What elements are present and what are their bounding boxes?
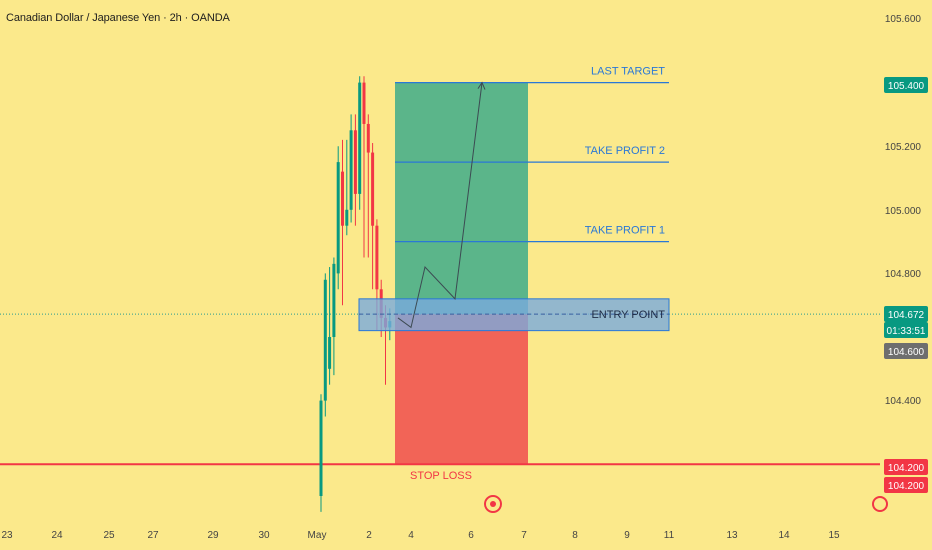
stop-zone bbox=[395, 314, 528, 465]
x-axis-tick: 4 bbox=[408, 530, 414, 541]
x-axis-tick: 29 bbox=[207, 530, 219, 541]
stop-loss-label: STOP LOSS bbox=[410, 470, 472, 482]
event-marker-dot-icon bbox=[490, 501, 496, 507]
price-badge bbox=[884, 343, 928, 359]
candle[interactable] bbox=[345, 209, 349, 226]
x-axis-tick: 9 bbox=[624, 530, 630, 541]
candle[interactable] bbox=[371, 152, 375, 226]
level-label: TAKE PROFIT 2 bbox=[585, 145, 665, 157]
x-axis-tick: May bbox=[308, 530, 327, 541]
level-label: TAKE PROFIT 1 bbox=[585, 225, 665, 237]
price-badge bbox=[884, 306, 928, 322]
candle[interactable] bbox=[328, 337, 332, 369]
level-label: ENTRY POINT bbox=[591, 309, 665, 321]
price-badge bbox=[884, 322, 928, 338]
event-marker-icon[interactable] bbox=[872, 496, 888, 512]
price-badge bbox=[884, 459, 928, 475]
x-axis-tick: 25 bbox=[103, 530, 115, 541]
candle[interactable] bbox=[375, 225, 379, 290]
y-axis-tick: 104.400 bbox=[885, 396, 922, 407]
x-axis-tick: 13 bbox=[726, 530, 738, 541]
x-axis-tick: 6 bbox=[468, 530, 474, 541]
y-axis-tick: 105.000 bbox=[885, 206, 922, 217]
candle[interactable] bbox=[319, 400, 323, 496]
entry-zone[interactable] bbox=[358, 298, 670, 332]
projection-arrowhead bbox=[477, 81, 486, 90]
x-axis-tick: 23 bbox=[1, 530, 13, 541]
price-badge bbox=[884, 77, 928, 93]
target-zone bbox=[395, 82, 528, 315]
x-axis-tick: 2 bbox=[366, 530, 372, 541]
x-axis-tick: 14 bbox=[778, 530, 790, 541]
y-axis-tick: 105.200 bbox=[885, 142, 922, 153]
price-badge-label: 105.400 bbox=[888, 81, 925, 92]
x-axis-tick: 30 bbox=[258, 530, 270, 541]
price-badge-label: 104.200 bbox=[888, 463, 925, 474]
event-marker-icon[interactable] bbox=[484, 495, 502, 513]
candle[interactable] bbox=[332, 263, 336, 337]
x-axis-tick: 7 bbox=[521, 530, 527, 541]
x-axis-tick: 11 bbox=[664, 530, 675, 541]
candle[interactable] bbox=[323, 279, 327, 401]
candle[interactable] bbox=[358, 82, 362, 194]
price-badge-label: 104.600 bbox=[888, 347, 925, 358]
x-axis-tick: 15 bbox=[828, 530, 840, 541]
candle[interactable] bbox=[353, 130, 357, 194]
candle[interactable] bbox=[349, 130, 353, 210]
candle[interactable] bbox=[341, 171, 344, 226]
y-axis-tick: 105.600 bbox=[885, 14, 922, 25]
price-badge-label: 104.672 bbox=[888, 310, 925, 321]
candle[interactable] bbox=[362, 82, 366, 124]
y-axis-tick: 104.800 bbox=[885, 269, 922, 280]
chart-title: Canadian Dollar / Japanese Yen · 2h · OA… bbox=[6, 12, 230, 24]
price-badge bbox=[884, 477, 928, 493]
x-axis-tick: 27 bbox=[147, 530, 159, 541]
projection-path bbox=[397, 82, 483, 329]
x-axis-tick: 24 bbox=[51, 530, 63, 541]
price-badge-label: 104.200 bbox=[888, 481, 925, 492]
price-badge-label: 01:33:51 bbox=[887, 326, 926, 337]
candle[interactable] bbox=[336, 162, 340, 274]
level-label: LAST TARGET bbox=[591, 66, 665, 78]
x-axis-tick: 8 bbox=[572, 530, 578, 541]
candle[interactable] bbox=[366, 123, 370, 153]
